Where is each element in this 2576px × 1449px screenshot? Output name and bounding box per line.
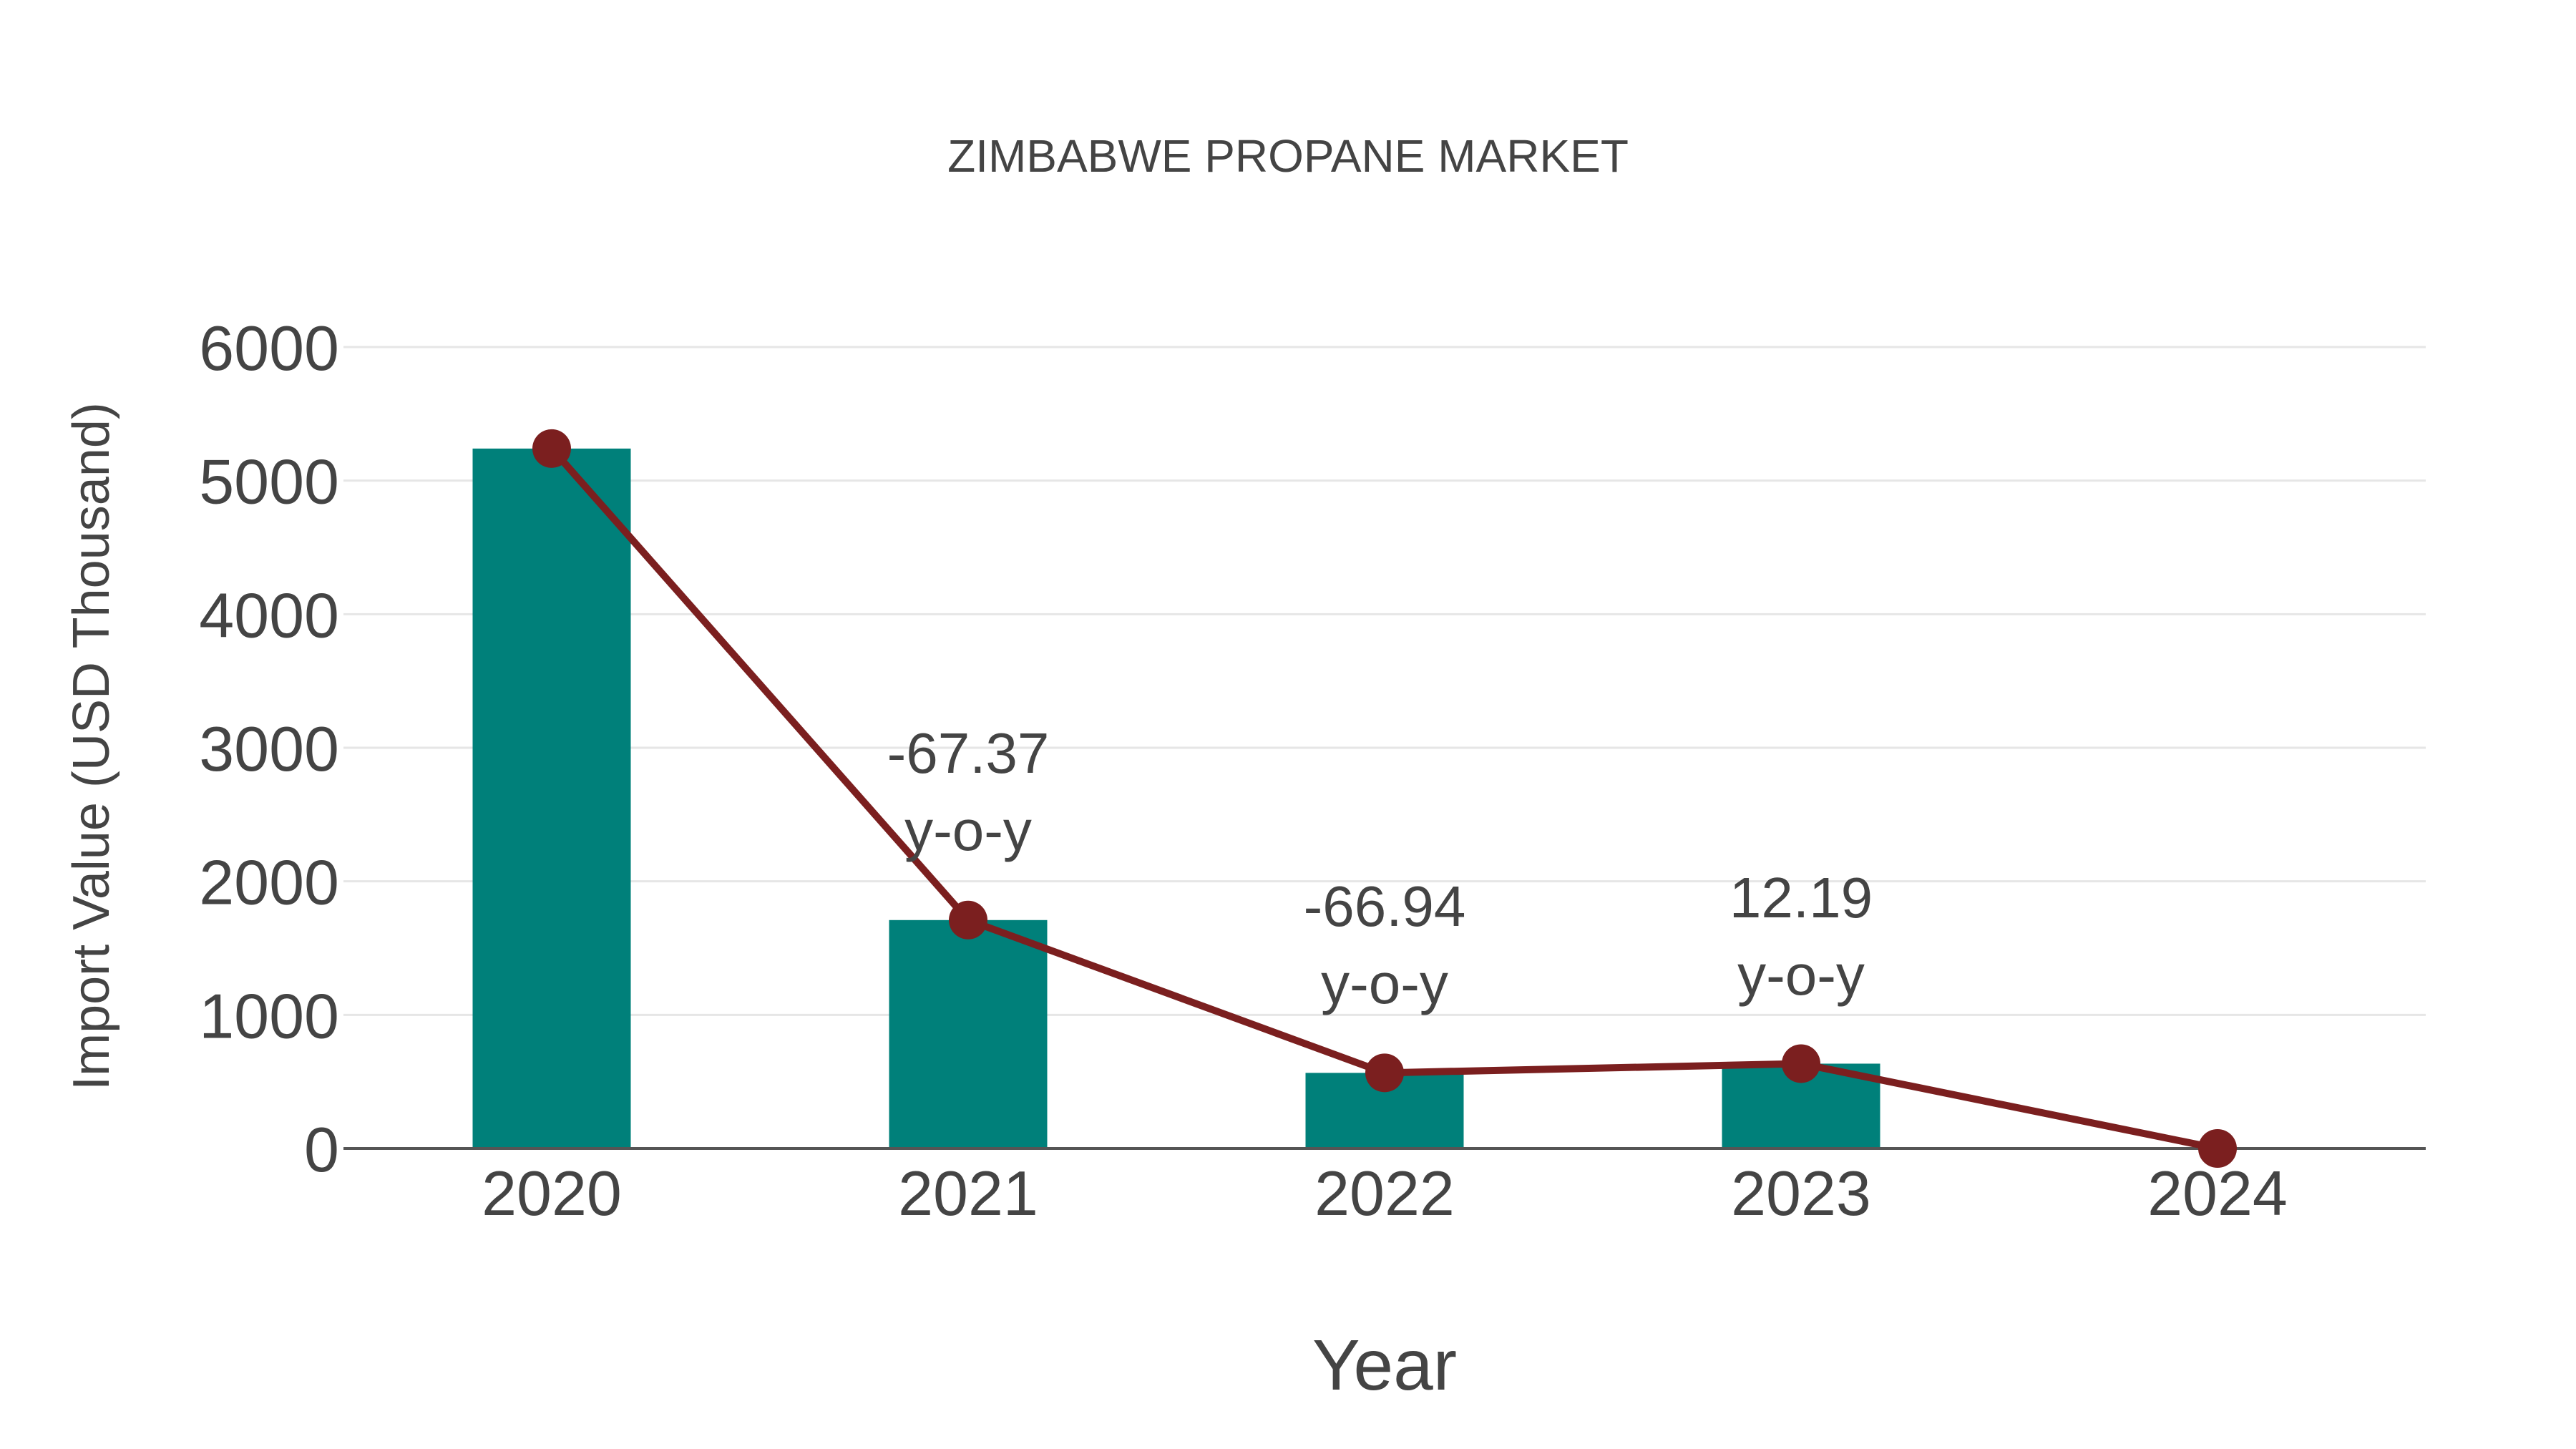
chart-title: ZIMBABWE PROPANE MARKET: [947, 130, 1629, 182]
x-tick-label: 2021: [898, 1158, 1038, 1229]
yoy-value: -67.37: [887, 721, 1050, 785]
yoy-value: -66.94: [1304, 874, 1466, 938]
y-axis-title: Import Value (USD Thousand): [63, 402, 120, 1091]
yoy-suffix: y-o-y: [904, 799, 1032, 862]
x-tick-label: 2023: [1731, 1158, 1871, 1229]
x-tick-label: 2020: [482, 1158, 622, 1229]
marker-2021[interactable]: [949, 900, 987, 940]
yoy-suffix: y-o-y: [1737, 943, 1865, 1007]
y-tick-label: 0: [304, 1114, 339, 1185]
y-tick-label: 5000: [199, 447, 339, 517]
line-series: [532, 429, 2237, 1168]
y-axis-ticks: 0 1000 2000 3000 4000 5000 6000: [199, 313, 339, 1185]
marker-2022[interactable]: [1365, 1053, 1404, 1093]
bar-2021[interactable]: [889, 919, 1048, 1148]
marker-2024[interactable]: [2198, 1129, 2237, 1168]
yoy-suffix: y-o-y: [1321, 952, 1448, 1015]
marker-2020[interactable]: [532, 429, 571, 468]
yoy-annotations: -67.37 y-o-y -66.94 y-o-y 12.19 y-o-y: [887, 721, 1873, 1015]
x-axis-title: Year: [1312, 1325, 1457, 1405]
x-tick-label: 2022: [1314, 1158, 1455, 1229]
y-tick-label: 4000: [199, 580, 339, 650]
x-axis-ticks: 2020 2021 2022 2023 2024: [482, 1158, 2288, 1229]
bar-series: [472, 448, 1880, 1148]
gridlines: [343, 346, 2426, 1016]
y-tick-label: 3000: [199, 713, 339, 784]
yoy-value: 12.19: [1729, 866, 1873, 930]
x-tick-label: 2024: [2147, 1158, 2288, 1229]
marker-2023[interactable]: [1782, 1044, 1820, 1083]
y-tick-label: 6000: [199, 313, 339, 384]
bar-2020[interactable]: [472, 448, 631, 1148]
y-tick-label: 1000: [199, 980, 339, 1051]
y-tick-label: 2000: [199, 847, 339, 918]
